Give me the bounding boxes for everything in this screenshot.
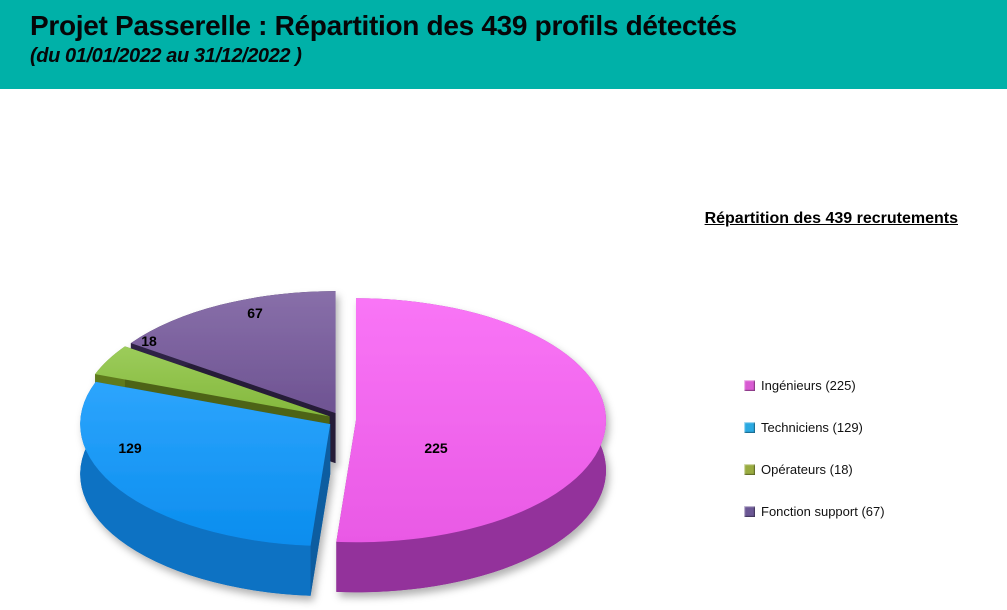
- pie-slice-techniciens: [80, 381, 331, 546]
- header-banner: Projet Passerelle : Répartition des 439 …: [0, 0, 1007, 89]
- pie-chart-svg: 225 129 18 67: [80, 291, 606, 596]
- pie-slice-op-rateurs: [95, 346, 330, 417]
- legend-title: Répartition des 439 recrutements: [704, 210, 958, 227]
- pie-3d-group: [80, 291, 606, 596]
- pie-chart-area: 225 129 18 67: [0, 89, 680, 610]
- chart-legend: Ingénieurs (225) Techniciens (129) Opéra…: [744, 377, 885, 545]
- legend-item-label: Opérateurs (18): [761, 461, 853, 477]
- page-title: Projet Passerelle : Répartition des 439 …: [30, 10, 737, 41]
- page-subtitle: (du 01/01/2022 au 31/12/2022 ): [30, 45, 302, 67]
- legend-item: Techniciens (129): [744, 419, 885, 435]
- legend-color-swatch-icon: [744, 505, 755, 517]
- legend-item: Ingénieurs (225): [744, 377, 885, 393]
- legend-color-swatch-icon: [744, 463, 755, 475]
- legend-color-swatch-icon: [744, 379, 755, 391]
- pie-data-label: 18: [141, 333, 157, 349]
- pie-slice-ing-nieurs: [336, 298, 606, 543]
- pie-slice-fonction-support: [130, 291, 336, 414]
- legend-item-label: Techniciens (129): [761, 419, 863, 435]
- legend-item-label: Fonction support (67): [761, 503, 885, 519]
- legend-item: Fonction support (67): [744, 503, 885, 519]
- legend-item: Opérateurs (18): [744, 461, 885, 477]
- pie-data-label: 225: [424, 440, 448, 456]
- legend-item-label: Ingénieurs (225): [761, 377, 856, 393]
- legend-color-swatch-icon: [744, 421, 755, 433]
- pie-data-label: 67: [247, 305, 263, 321]
- pie-data-label: 129: [118, 440, 142, 456]
